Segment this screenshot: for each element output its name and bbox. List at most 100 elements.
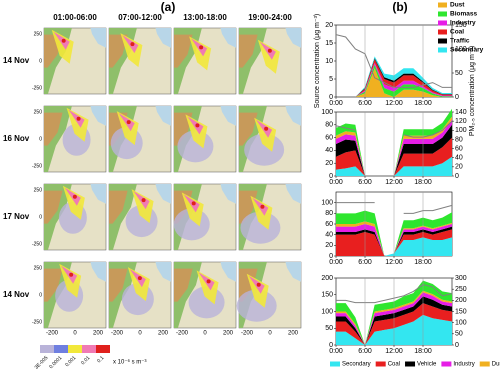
y2-tick-label: 0 bbox=[455, 173, 459, 180]
legend-swatch bbox=[375, 361, 386, 367]
y-tick-label: 60 bbox=[325, 221, 333, 228]
area bbox=[336, 224, 452, 256]
row-label: 16 Nov bbox=[3, 134, 30, 143]
legend-label: Dust bbox=[450, 2, 465, 9]
colorbar-label: 0.01 bbox=[80, 355, 91, 366]
map-y-tick: 250 bbox=[34, 265, 43, 271]
mountains bbox=[239, 112, 258, 146]
map bbox=[43, 27, 107, 95]
map bbox=[238, 105, 302, 173]
y-tick-label: 60 bbox=[325, 134, 333, 141]
x-tick-label: 0:00 bbox=[329, 179, 343, 186]
plume-mid bbox=[246, 273, 269, 308]
legend-label: Secondary bbox=[450, 47, 484, 54]
legend-label: Coal bbox=[450, 29, 464, 36]
sea bbox=[155, 262, 171, 282]
plume-mid bbox=[189, 36, 212, 71]
plume-mid bbox=[196, 270, 219, 305]
plume-mid bbox=[120, 33, 143, 68]
map bbox=[43, 261, 107, 329]
y-tick-label: 100 bbox=[321, 308, 333, 315]
plume-mid bbox=[257, 39, 280, 74]
map-y-tick: 0 bbox=[39, 136, 42, 142]
map bbox=[173, 27, 237, 95]
plume-mid bbox=[181, 192, 204, 227]
y2-tick-label: 60 bbox=[455, 145, 463, 152]
y2-tick-label: 50 bbox=[455, 331, 463, 338]
legend-swatch bbox=[479, 361, 490, 367]
sea bbox=[155, 106, 171, 126]
column-header: 01:00-06:00 bbox=[53, 13, 97, 22]
plume-core bbox=[141, 198, 146, 203]
y-tick-label: 100 bbox=[321, 109, 333, 116]
sea bbox=[220, 262, 236, 282]
y-tick-label: 0 bbox=[329, 342, 333, 349]
y2-tick-label: 100 bbox=[455, 127, 467, 134]
colorbar-unit: x 10⁻⁶ s m⁻³ bbox=[113, 359, 146, 366]
y-tick-label: 200 bbox=[321, 275, 333, 282]
x-tick-label: 6:00 bbox=[358, 348, 372, 355]
map-x-tick: -200 bbox=[111, 331, 124, 337]
x-tick-label: 12:00 bbox=[385, 348, 403, 355]
mountains bbox=[44, 112, 63, 146]
column-header: 19:00-24:00 bbox=[248, 13, 292, 22]
y-tick-label: 40 bbox=[325, 147, 333, 154]
y2-tick-label: 250 bbox=[455, 286, 467, 293]
y-tick-label: 80 bbox=[325, 210, 333, 217]
y2-tick-label: 80 bbox=[455, 136, 463, 143]
x-tick-label: 12:00 bbox=[385, 179, 403, 186]
y2-tick-label: 100 bbox=[455, 46, 467, 53]
x-tick-label: 12:00 bbox=[385, 259, 403, 266]
legend-swatch bbox=[438, 38, 447, 44]
mountains bbox=[44, 268, 63, 302]
colorbar-swatch bbox=[82, 345, 96, 353]
mountains bbox=[239, 34, 258, 68]
map-x-tick: 200 bbox=[93, 331, 104, 337]
sea bbox=[285, 184, 301, 204]
map-x-tick: -200 bbox=[176, 331, 189, 337]
legend-swatch bbox=[405, 361, 416, 367]
y-tick-label: 15 bbox=[325, 40, 333, 47]
y-tick-label: 5 bbox=[329, 76, 333, 83]
column-header: 13:00-18:00 bbox=[183, 13, 227, 22]
sea bbox=[220, 184, 236, 204]
sea bbox=[220, 28, 236, 48]
colorbar-swatch bbox=[68, 345, 82, 353]
map bbox=[108, 261, 172, 329]
plume-core bbox=[69, 272, 74, 277]
legend-label: Biomass bbox=[450, 11, 477, 18]
y-tick-label: 20 bbox=[325, 160, 333, 167]
x-tick-label: 0:00 bbox=[329, 348, 343, 355]
map-x-tick: 0 bbox=[203, 331, 207, 337]
y2-tick-label: 150 bbox=[455, 308, 467, 315]
map bbox=[238, 183, 302, 251]
map-x-tick: 200 bbox=[288, 331, 299, 337]
row-label: 14 Nov bbox=[3, 56, 30, 65]
map-x-tick: 0 bbox=[138, 331, 142, 337]
plume-low bbox=[244, 133, 285, 166]
plume-core bbox=[191, 201, 196, 206]
legend-swatch bbox=[438, 47, 447, 53]
plume-high bbox=[53, 31, 70, 50]
line bbox=[335, 120, 453, 138]
map bbox=[238, 27, 302, 95]
plume-mid bbox=[250, 195, 273, 230]
map-x-tick: -200 bbox=[46, 331, 59, 337]
y-tick-label: 150 bbox=[321, 292, 333, 299]
legend-label: Industry bbox=[453, 362, 474, 368]
x-tick-label: 18:00 bbox=[414, 100, 432, 107]
plume-mid bbox=[131, 189, 154, 224]
map-y-tick: 250 bbox=[34, 109, 43, 115]
mountains bbox=[109, 190, 128, 224]
map-y-tick: -250 bbox=[32, 319, 42, 325]
map-y-tick: -250 bbox=[32, 241, 42, 247]
colorbar-swatch bbox=[96, 345, 110, 353]
y-tick-label: 50 bbox=[325, 325, 333, 332]
plume-core bbox=[61, 38, 66, 43]
plume-mid bbox=[59, 263, 82, 298]
sea bbox=[90, 28, 106, 48]
y-axis-label: Source concentration (μg m⁻³) bbox=[314, 14, 321, 109]
legend-swatch bbox=[438, 11, 447, 17]
legend-swatch bbox=[438, 20, 447, 26]
